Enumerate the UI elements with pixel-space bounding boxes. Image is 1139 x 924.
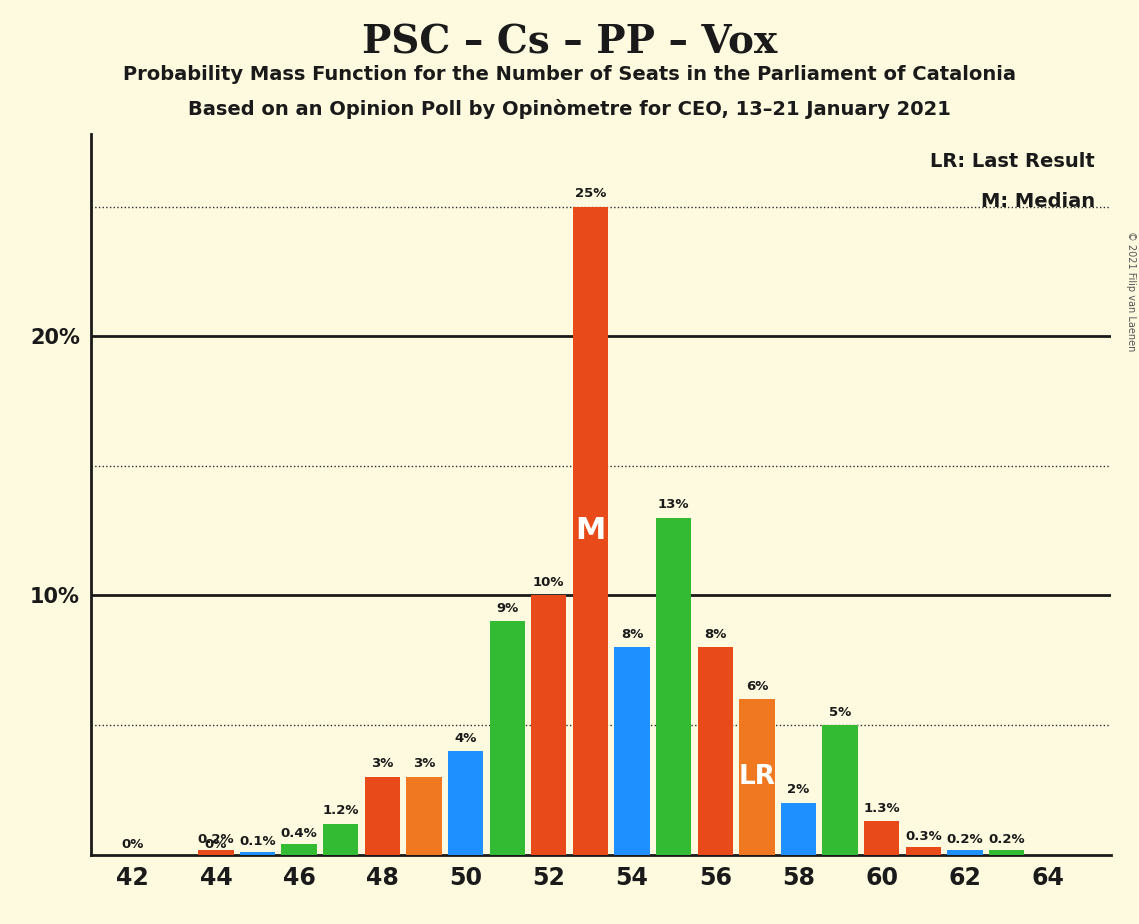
Text: 25%: 25% [575, 187, 606, 201]
Text: 0.1%: 0.1% [239, 835, 276, 848]
Bar [989, 849, 1024, 855]
Text: LR: Last Result: LR: Last Result [931, 152, 1096, 171]
Bar [780, 803, 817, 855]
Text: 13%: 13% [658, 498, 689, 511]
Text: 0%: 0% [205, 838, 227, 851]
Bar [448, 751, 483, 855]
Bar [490, 621, 525, 855]
Text: 0.2%: 0.2% [198, 833, 235, 845]
Text: 0.2%: 0.2% [947, 833, 983, 845]
Text: 9%: 9% [497, 602, 518, 614]
Bar [614, 648, 649, 855]
Text: Based on an Opinion Poll by Opinòmetre for CEO, 13–21 January 2021: Based on an Opinion Poll by Opinòmetre f… [188, 99, 951, 119]
Bar [364, 777, 400, 855]
Text: 6%: 6% [746, 680, 768, 693]
Text: 1.3%: 1.3% [863, 801, 900, 815]
Text: 0.4%: 0.4% [281, 827, 318, 841]
Text: PSC – Cs – PP – Vox: PSC – Cs – PP – Vox [362, 23, 777, 61]
Text: 8%: 8% [704, 627, 727, 641]
Text: LR: LR [738, 764, 776, 790]
Text: 0%: 0% [122, 838, 144, 851]
Bar [739, 699, 775, 855]
Bar [656, 517, 691, 855]
Text: 8%: 8% [621, 627, 644, 641]
Bar [323, 823, 359, 855]
Text: 3%: 3% [371, 758, 394, 771]
Bar [198, 849, 233, 855]
Bar [697, 648, 732, 855]
Text: 2%: 2% [787, 784, 810, 796]
Bar [531, 595, 566, 855]
Text: 5%: 5% [829, 706, 851, 719]
Bar [281, 845, 317, 855]
Text: M: M [575, 517, 606, 545]
Bar [822, 725, 858, 855]
Text: 0.2%: 0.2% [989, 833, 1025, 845]
Bar [407, 777, 442, 855]
Text: 1.2%: 1.2% [322, 804, 359, 817]
Text: 4%: 4% [454, 732, 477, 745]
Text: Probability Mass Function for the Number of Seats in the Parliament of Catalonia: Probability Mass Function for the Number… [123, 65, 1016, 84]
Bar [948, 849, 983, 855]
Text: 10%: 10% [533, 576, 565, 589]
Bar [865, 821, 900, 855]
Text: 3%: 3% [412, 758, 435, 771]
Bar [240, 852, 276, 855]
Text: 0.3%: 0.3% [904, 830, 942, 843]
Text: © 2021 Filip van Laenen: © 2021 Filip van Laenen [1125, 231, 1136, 351]
Bar [573, 207, 608, 855]
Text: M: Median: M: Median [981, 191, 1096, 211]
Bar [906, 847, 941, 855]
